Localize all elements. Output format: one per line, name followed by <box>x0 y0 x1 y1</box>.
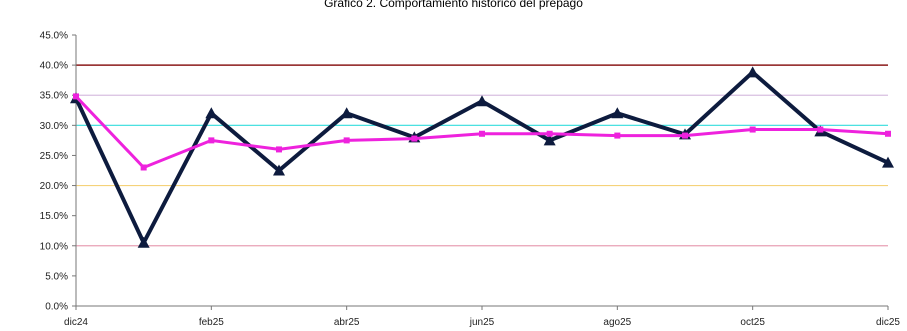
series-0-point-6 <box>476 95 488 107</box>
y-tick-label-4: 20.0% <box>40 181 68 192</box>
y-tick-label-9: 45.0% <box>40 31 68 42</box>
y-tick-label-2: 10.0% <box>40 241 68 252</box>
series-1-point-4 <box>343 137 350 144</box>
series-1-point-12 <box>885 130 891 137</box>
y-tick-label-1: 5.0% <box>45 271 68 282</box>
series-1-point-8 <box>614 132 621 139</box>
y-tick-label-3: 15.0% <box>40 211 68 222</box>
y-tick-label-6: 30.0% <box>40 121 68 132</box>
y-tick-label-5: 25.0% <box>40 151 68 162</box>
x-tick-label-4: ago25 <box>603 317 631 328</box>
series-1-point-9 <box>682 132 688 139</box>
series-0-point-7 <box>543 134 556 146</box>
axes <box>75 35 888 307</box>
chart-title: Gráfico 2. Comportamiento histórico del … <box>324 0 583 10</box>
y-axis-ticks: 0.0% 5.0% 10.0% 15.0% 20.0% 25.0% 30.0% 35.0% 40… <box>40 31 76 313</box>
series-0-point-3 <box>273 164 285 176</box>
series-1-point-7 <box>546 130 553 137</box>
series-1-point-11 <box>817 126 824 133</box>
reference-lines <box>76 64 888 247</box>
series-1-point-2 <box>208 137 215 144</box>
series-0-point-12 <box>882 156 894 168</box>
x-tick-label-2: abr25 <box>334 317 360 328</box>
x-tick-label-6: dic25 <box>876 317 900 328</box>
series-1-point-3 <box>276 146 282 153</box>
series-0-point-10 <box>746 66 759 78</box>
series-1-point-1 <box>140 164 147 171</box>
series-0-point-1 <box>137 236 150 248</box>
x-tick-label-0: dic24 <box>64 317 88 328</box>
series-group <box>70 66 894 248</box>
series-1-point-6 <box>479 130 485 137</box>
series-0-point-8 <box>611 107 624 119</box>
x-tick-label-1: feb25 <box>199 317 224 328</box>
series-1-point-0 <box>73 93 79 100</box>
series-1-point-10 <box>749 126 756 133</box>
series-0-point-2 <box>205 107 218 119</box>
series-0-point-4 <box>340 107 353 119</box>
series-1-point-5 <box>411 135 418 142</box>
y-tick-label-8: 40.0% <box>40 61 68 72</box>
x-axis-ticks: dic24 feb25 abr25 jun25 ago25 oct25 dic25 <box>64 306 900 328</box>
x-tick-label-5: oct25 <box>740 317 765 328</box>
x-tick-label-3: jun25 <box>469 317 495 328</box>
y-tick-label-0: 0.0% <box>45 302 68 313</box>
y-tick-label-7: 35.0% <box>40 91 68 102</box>
